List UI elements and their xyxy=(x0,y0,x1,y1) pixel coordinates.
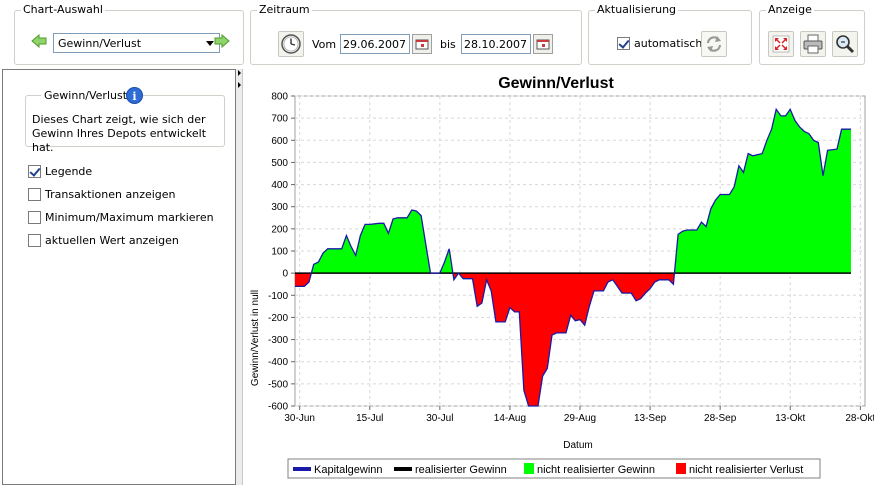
current-value-checkbox[interactable] xyxy=(28,234,41,247)
refresh-title: Aktualisierung xyxy=(595,3,679,16)
from-label: Vom xyxy=(312,38,337,51)
x-axis: 30-Jun 15-Jul 30-Jul 14-Aug 29-Aug 13-Sep 28-S… xyxy=(284,406,874,424)
period-title: Zeitraum xyxy=(257,3,312,16)
gain-loss-chart: Gewinn/Verlust 800 700 600 500 400 300 200 100 0… xyxy=(250,75,874,479)
legend-option-label: Legende xyxy=(45,165,93,178)
transactions-checkbox[interactable] xyxy=(28,188,41,201)
chart-legend: Kapitalgewinn realisierter Gewinn nicht … xyxy=(287,458,821,479)
to-date-value: 28.10.2007 xyxy=(464,38,527,51)
x-tick-label: 13-Okt xyxy=(775,413,805,424)
x-tick-label: 28-Okt xyxy=(845,413,874,424)
legend-realisiert: realisierter Gewinn xyxy=(415,464,507,476)
y-tick-label: 0 xyxy=(282,269,288,280)
y-axis: 800 700 600 500 400 300 200 100 0 -100 -200 -300 -40… xyxy=(268,92,295,413)
y-tick-label: 700 xyxy=(271,114,288,125)
y-tick-label: 600 xyxy=(271,136,288,147)
x-axis-label: Datum xyxy=(563,440,592,451)
y-tick-label: -300 xyxy=(268,335,288,346)
auto-refresh-checkbox[interactable] xyxy=(617,37,630,50)
chart-selection-group: Chart-Auswahl Gewinn/Verlust xyxy=(14,4,244,65)
fullscreen-button[interactable] xyxy=(768,31,794,57)
current-value-option-label: aktuellen Wert anzeigen xyxy=(45,234,179,247)
chevron-down-icon xyxy=(206,41,214,46)
chart-title: Gewinn/Verlust xyxy=(498,75,614,92)
view-title: Anzeige xyxy=(766,3,814,16)
legend-kapitalgewinn: Kapitalgewinn xyxy=(314,464,383,476)
x-tick-label: 13-Sep xyxy=(634,413,667,424)
x-tick-label: 30-Jun xyxy=(284,413,315,424)
clock-icon xyxy=(281,34,301,54)
arrow-left-icon[interactable] xyxy=(31,34,47,48)
refresh-icon xyxy=(706,36,722,52)
chart-selection-title: Chart-Auswahl xyxy=(21,3,105,16)
info-box: Gewinn/Verlust i Dieses Chart zeigt, wie… xyxy=(25,87,225,154)
y-tick-label: -600 xyxy=(268,402,288,413)
to-calendar-button[interactable] xyxy=(533,34,553,54)
legend-checkbox[interactable] xyxy=(28,165,41,178)
to-label: bis xyxy=(440,38,456,51)
auto-refresh-label: automatisch xyxy=(634,37,703,50)
line-series xyxy=(295,107,851,407)
y-tick-label: -500 xyxy=(268,379,288,390)
legend-swatch-nicht-realisiert-verlust xyxy=(676,463,686,474)
info-text: Dieses Chart zeigt, wie sich der Gewinn … xyxy=(32,113,207,154)
capital-gain-line xyxy=(295,107,851,407)
refresh-group: Aktualisierung automatisch xyxy=(588,4,752,65)
y-tick-label: -400 xyxy=(268,357,288,368)
y-tick-label: 400 xyxy=(271,180,288,191)
y-tick-label: -100 xyxy=(268,291,288,302)
print-button[interactable] xyxy=(800,31,826,57)
options-panel: Gewinn/Verlust i Dieses Chart zeigt, wie… xyxy=(2,69,236,485)
legend-nicht-realisiert-verlust: nicht realisierter Verlust xyxy=(689,464,803,476)
x-tick-label: 28-Sep xyxy=(704,413,737,424)
panel-splitter[interactable] xyxy=(236,69,243,485)
minmax-option-label: Minimum/Maximum markieren xyxy=(45,211,214,224)
magnifier-icon xyxy=(836,35,855,54)
x-tick-label: 15-Jul xyxy=(356,413,383,424)
from-date-value: 29.06.2007 xyxy=(343,38,406,51)
minmax-checkbox[interactable] xyxy=(28,211,41,224)
y-tick-label: 800 xyxy=(271,92,288,103)
printer-icon xyxy=(803,34,823,54)
view-group: Anzeige xyxy=(759,4,865,65)
y-axis-label: Gewinn/Verlust in null xyxy=(250,290,261,386)
period-group: Zeitraum Vom 29.06.2007 bis 28.10.2007 xyxy=(250,4,582,65)
y-tick-label: -200 xyxy=(268,313,288,324)
zoom-button[interactable] xyxy=(832,31,858,57)
info-title: Gewinn/Verlust xyxy=(41,89,131,102)
calendar-icon xyxy=(536,39,550,50)
refresh-button[interactable] xyxy=(701,31,727,57)
area-series xyxy=(295,109,851,406)
x-tick-label: 14-Aug xyxy=(494,413,526,424)
legend-box xyxy=(287,458,821,479)
transactions-option-label: Transaktionen anzeigen xyxy=(45,188,176,201)
legend-nicht-realisiert-gewinn: nicht realisierter Gewinn xyxy=(537,464,655,476)
fullscreen-icon xyxy=(772,35,790,53)
x-tick-label: 30-Jul xyxy=(426,413,453,424)
to-date-input[interactable]: 28.10.2007 xyxy=(461,34,531,54)
y-tick-label: 500 xyxy=(271,158,288,169)
y-tick-label: 100 xyxy=(271,247,288,258)
y-tick-label: 200 xyxy=(271,224,288,235)
unrealized-gain-area xyxy=(311,109,851,274)
collapse-arrow-icon[interactable] xyxy=(236,69,243,89)
unrealized-loss-area xyxy=(295,273,851,406)
y-tick-label: 300 xyxy=(271,202,288,213)
from-date-input[interactable]: 29.06.2007 xyxy=(340,34,410,54)
clock-button[interactable] xyxy=(278,31,304,57)
chart-select[interactable]: Gewinn/Verlust xyxy=(53,33,220,53)
calendar-icon xyxy=(415,39,429,50)
from-calendar-button[interactable] xyxy=(412,34,432,54)
chart-select-value: Gewinn/Verlust xyxy=(58,37,142,50)
x-tick-label: 29-Aug xyxy=(564,413,596,424)
legend-swatch-nicht-realisiert-gewinn xyxy=(524,463,534,474)
arrow-right-icon[interactable] xyxy=(214,34,230,48)
info-icon[interactable]: i xyxy=(126,87,143,104)
